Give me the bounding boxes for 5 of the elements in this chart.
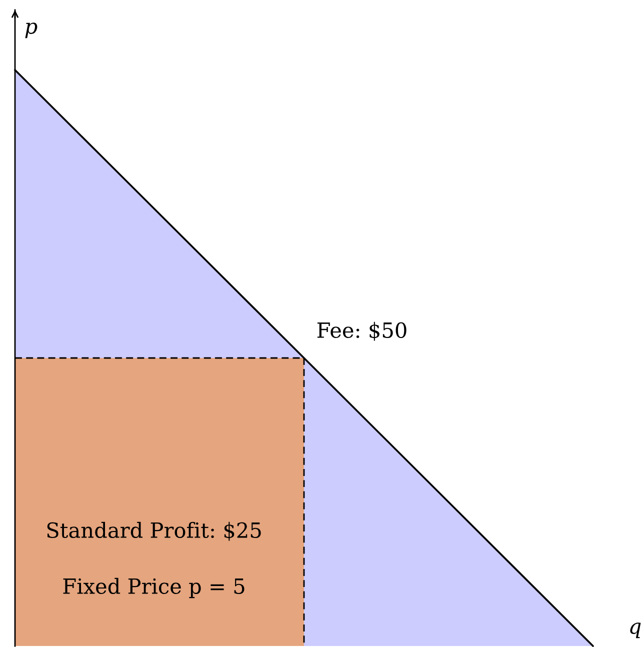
annotation: Fee: $50 [317,322,406,341]
annotation: Fixed Price p = 5 [63,578,244,598]
annotation: Standard Profit: $25 [47,522,261,541]
y-axis-title: p [25,22,38,38]
x-axis-title: q [630,622,641,638]
